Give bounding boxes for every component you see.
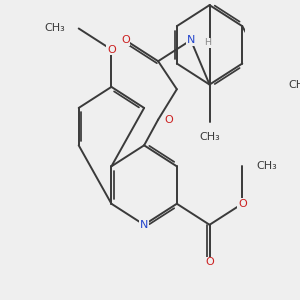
Text: CH₃: CH₃ xyxy=(199,132,220,142)
Text: O: O xyxy=(238,199,247,209)
Text: O: O xyxy=(205,257,214,267)
Text: CH₃: CH₃ xyxy=(288,80,300,90)
Text: N: N xyxy=(187,35,195,45)
Text: O: O xyxy=(107,44,116,55)
Text: O: O xyxy=(121,35,130,45)
Text: CH₃: CH₃ xyxy=(256,161,277,171)
Text: N: N xyxy=(140,220,148,230)
Text: O: O xyxy=(164,115,173,124)
Text: H: H xyxy=(204,38,211,47)
Text: CH₃: CH₃ xyxy=(44,23,65,34)
